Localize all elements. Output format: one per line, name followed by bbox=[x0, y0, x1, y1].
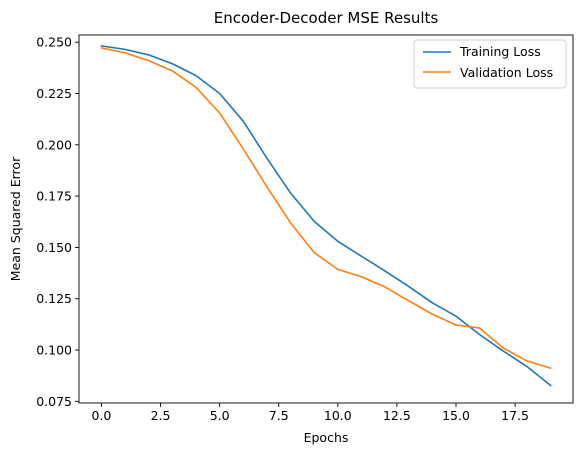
x-axis-label: Epochs bbox=[304, 430, 349, 445]
y-tick-label: 0.200 bbox=[36, 137, 72, 152]
plot-frame bbox=[78, 34, 574, 404]
y-axis: 0.075 0.100 0.125 0.150 0.175 0.200 0.225 0.250 bbox=[36, 35, 79, 409]
legend-label-training: Training Loss bbox=[459, 44, 541, 59]
series-line-training bbox=[100, 44, 552, 387]
y-tick-label: 0.175 bbox=[36, 189, 72, 204]
x-axis: 0.0 2.5 5.0 7.5 10.0 12.5 15.0 17.5 bbox=[92, 403, 529, 423]
x-tick-label: 17.5 bbox=[501, 408, 529, 423]
series-line-validation bbox=[100, 46, 552, 370]
legend: Training Loss Validation Loss bbox=[413, 39, 567, 89]
y-tick-label: 0.125 bbox=[36, 291, 72, 306]
y-tick-label: 0.225 bbox=[36, 86, 72, 101]
legend-box bbox=[413, 39, 567, 89]
legend-label-validation: Validation Loss bbox=[460, 65, 553, 80]
chart-title: Encoder-Decoder MSE Results bbox=[214, 9, 439, 27]
x-tick-label: 10.0 bbox=[324, 408, 352, 423]
x-tick-label: 15.0 bbox=[442, 408, 470, 423]
y-tick-label: 0.250 bbox=[36, 35, 72, 50]
x-tick-label: 2.5 bbox=[151, 408, 171, 423]
y-tick-label: 0.075 bbox=[36, 394, 72, 409]
series-layer bbox=[100, 44, 552, 387]
x-tick-label: 0.0 bbox=[92, 408, 112, 423]
y-tick-label: 0.150 bbox=[36, 240, 72, 255]
y-tick-label: 0.100 bbox=[36, 343, 72, 358]
x-tick-label: 7.5 bbox=[269, 408, 289, 423]
x-tick-label: 12.5 bbox=[383, 408, 411, 423]
y-axis-label: Mean Squared Error bbox=[8, 156, 23, 281]
x-tick-label: 5.0 bbox=[210, 408, 230, 423]
